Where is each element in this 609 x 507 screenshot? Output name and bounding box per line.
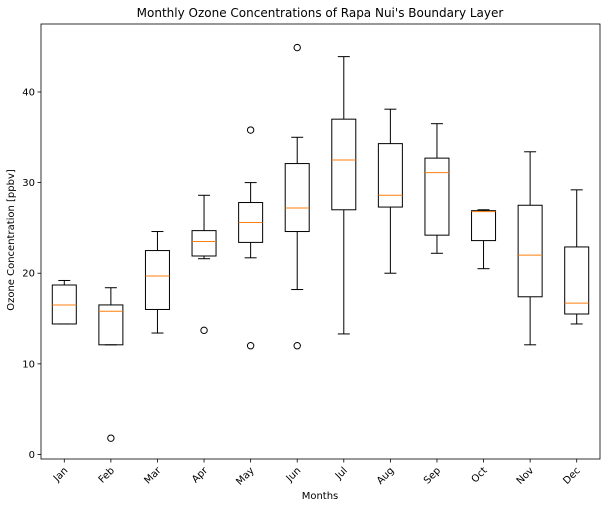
y-tick-label: 10 — [22, 359, 35, 370]
x-tick-label: May — [234, 465, 256, 487]
x-tick-label: Jul — [333, 465, 350, 482]
x-tick-label: Dec — [561, 465, 582, 486]
box-iqr — [517, 204, 543, 298]
y-tick-label: 20 — [22, 269, 35, 280]
box-apr — [191, 194, 217, 335]
box-jun — [284, 43, 310, 350]
box-may — [238, 126, 264, 350]
box-iqr — [377, 143, 403, 208]
box-iqr — [424, 157, 450, 236]
box-dec — [564, 189, 590, 325]
y-tick-label: 40 — [22, 87, 35, 98]
plot-frame — [40, 23, 601, 460]
box-iqr — [144, 250, 170, 310]
box-iqr — [191, 230, 217, 257]
x-tick-label: Feb — [97, 465, 117, 485]
y-tick-label: 30 — [22, 178, 35, 189]
x-tick-label: Apr — [190, 465, 211, 486]
box-jan — [51, 279, 77, 325]
y-tick-label: 0 — [29, 450, 35, 461]
x-axis-label: Months — [302, 491, 339, 502]
box-aug — [377, 108, 403, 274]
box-nov — [517, 151, 543, 346]
box-sep — [424, 123, 450, 254]
x-tick-label: Oct — [470, 465, 490, 485]
box-iqr — [331, 118, 357, 211]
x-tick-label: Nov — [515, 465, 537, 487]
box-iqr — [284, 163, 310, 233]
outlier-point — [246, 342, 255, 350]
outlier-point — [246, 126, 255, 134]
y-axis-label: Ozone Concentration [ppbv] — [6, 169, 17, 311]
x-tick-label: Sep — [422, 465, 443, 486]
box-mar — [144, 231, 170, 334]
box-iqr — [98, 304, 124, 346]
x-axis: Jan Feb Mar Apr May Jun Jul Aug Sep Oct Nov Dec — [51, 459, 583, 488]
y-axis: 0 10 20 30 40 — [22, 87, 41, 461]
outlier-point — [293, 342, 301, 350]
chart-title: Monthly Ozone Concentrations of Rapa Nui… — [137, 6, 504, 20]
outlier-point — [107, 434, 115, 442]
x-tick-label: Mar — [142, 465, 164, 487]
x-tick-label: Jun — [284, 465, 304, 485]
outlier-point — [200, 326, 208, 335]
outlier-point — [293, 43, 301, 52]
x-tick-label: Jan — [51, 465, 70, 484]
box-feb — [98, 287, 124, 442]
box-oct — [471, 209, 497, 270]
box-iqr — [471, 210, 497, 242]
x-tick-label: Aug — [375, 465, 397, 487]
box-iqr — [564, 246, 590, 315]
box-jul — [331, 56, 357, 335]
plot-area — [40, 23, 601, 460]
